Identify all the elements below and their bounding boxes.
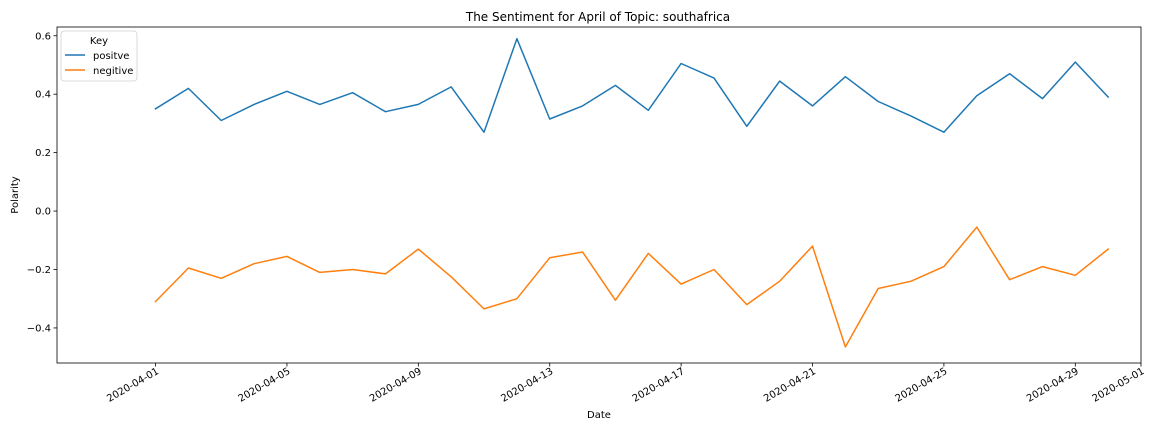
y-tick-label: 0.2 <box>35 148 51 159</box>
y-tick-label: 0.4 <box>35 90 51 101</box>
y-tick-label: 0.0 <box>35 207 51 218</box>
x-tick-label: 2020-04-21 <box>762 366 818 405</box>
legend: Key positve negitive <box>60 30 138 82</box>
legend-label-negitive: negitive <box>93 66 133 77</box>
legend-title: Key <box>90 36 108 47</box>
y-axis: 0.6 0.4 0.2 0.0 −0.2 −0.4 <box>27 31 57 334</box>
x-tick-label: 2020-04-05 <box>237 366 293 405</box>
x-axis: 2020-04-01 2020-04-05 2020-04-09 2020-04-13… <box>105 363 1147 405</box>
y-tick-label: −0.2 <box>27 265 51 276</box>
x-axis-label: Date <box>587 410 611 421</box>
y-axis-label: Polarity <box>10 176 21 214</box>
series-line-negitive <box>154 226 1110 348</box>
plot-frame <box>56 26 1142 364</box>
series-line-positve <box>154 37 1110 133</box>
x-tick-label: 2020-04-01 <box>105 366 161 405</box>
x-tick-label: 2020-04-13 <box>499 366 555 405</box>
legend-box <box>60 30 138 82</box>
x-tick-label: 2020-04-17 <box>631 366 687 405</box>
plot-area <box>154 37 1110 348</box>
chart-title: The Sentiment for April of Topic: southa… <box>465 10 730 24</box>
x-tick-label: 2020-05-01 <box>1091 366 1147 405</box>
x-tick-label: 2020-04-09 <box>368 366 424 405</box>
x-tick-label: 2020-04-29 <box>1025 366 1081 405</box>
x-tick-label: 2020-04-25 <box>894 366 950 405</box>
legend-label-positve: positve <box>93 51 129 62</box>
y-tick-label: −0.4 <box>27 323 51 334</box>
y-tick-label: 0.6 <box>35 31 51 42</box>
